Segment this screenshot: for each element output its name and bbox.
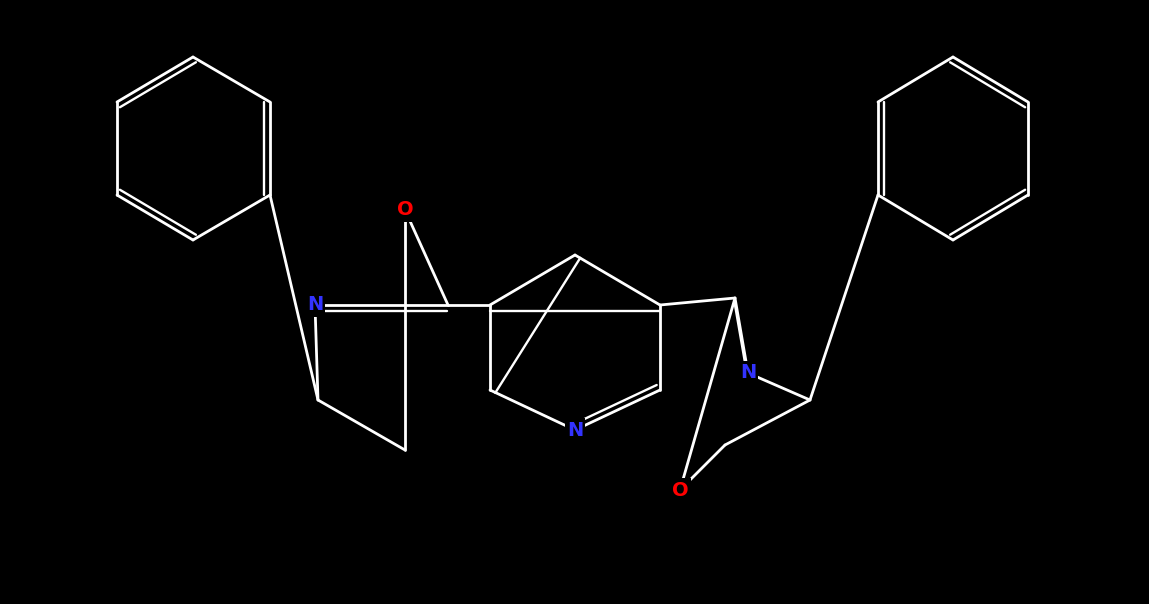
Text: N: N xyxy=(740,364,756,382)
Text: O: O xyxy=(672,481,688,500)
Text: O: O xyxy=(396,201,414,219)
Text: N: N xyxy=(566,420,584,440)
Text: N: N xyxy=(307,295,323,315)
